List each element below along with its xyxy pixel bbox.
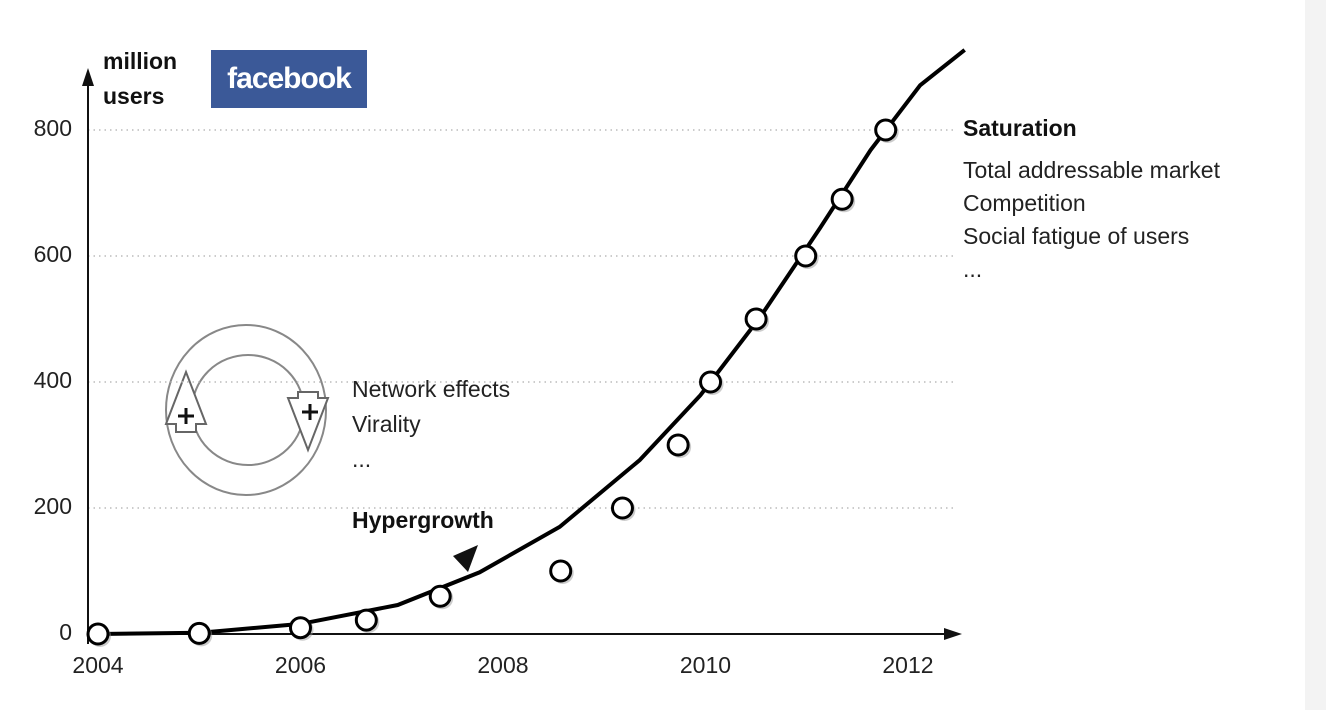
saturation-factor: Social fatigue of users [963, 223, 1189, 249]
data-point [86, 622, 110, 646]
data-point [428, 584, 452, 608]
y-tick-label: 0 [59, 619, 72, 645]
logo: facebook [227, 62, 352, 95]
feedback-loop [164, 324, 330, 496]
side-strip [1305, 0, 1326, 710]
saturation-factor: ... [963, 256, 982, 282]
data-point [610, 496, 634, 520]
saturation-factor: Competition [963, 190, 1086, 216]
hypergrowth-arrow [453, 545, 478, 572]
growth-driver: Virality [352, 411, 421, 437]
data-point [744, 307, 768, 331]
data-point [830, 187, 854, 211]
y-tick-label: 400 [34, 367, 72, 393]
data-point [288, 616, 312, 640]
data-point [874, 118, 898, 142]
saturation-label: Saturation [963, 115, 1077, 141]
data-point [187, 621, 211, 645]
x-tick-label: 2008 [477, 652, 528, 678]
logo-box [211, 50, 367, 108]
x-tick-label: 2006 [275, 652, 326, 678]
y-tick-label: 600 [34, 241, 72, 267]
hypergrowth-label: Hypergrowth [352, 507, 494, 533]
x-axis-arrow [944, 628, 962, 640]
data-point [666, 433, 690, 457]
data-point [549, 559, 573, 583]
y-axis-arrow [82, 68, 94, 86]
y-tick-label: 800 [34, 115, 72, 141]
y-axis-label: million [103, 48, 177, 74]
y-tick-label: 200 [34, 493, 72, 519]
x-tick-label: 2012 [882, 652, 933, 678]
growth-driver: Network effects [352, 376, 510, 402]
x-tick-label: 2010 [680, 652, 731, 678]
y-axis-label: users [103, 83, 164, 109]
data-point [354, 608, 378, 632]
saturation-factor: Total addressable market [963, 157, 1221, 183]
x-tick-label: 2004 [72, 652, 123, 678]
data-point [699, 370, 723, 394]
growth-driver: ... [352, 446, 371, 472]
data-point [794, 244, 818, 268]
